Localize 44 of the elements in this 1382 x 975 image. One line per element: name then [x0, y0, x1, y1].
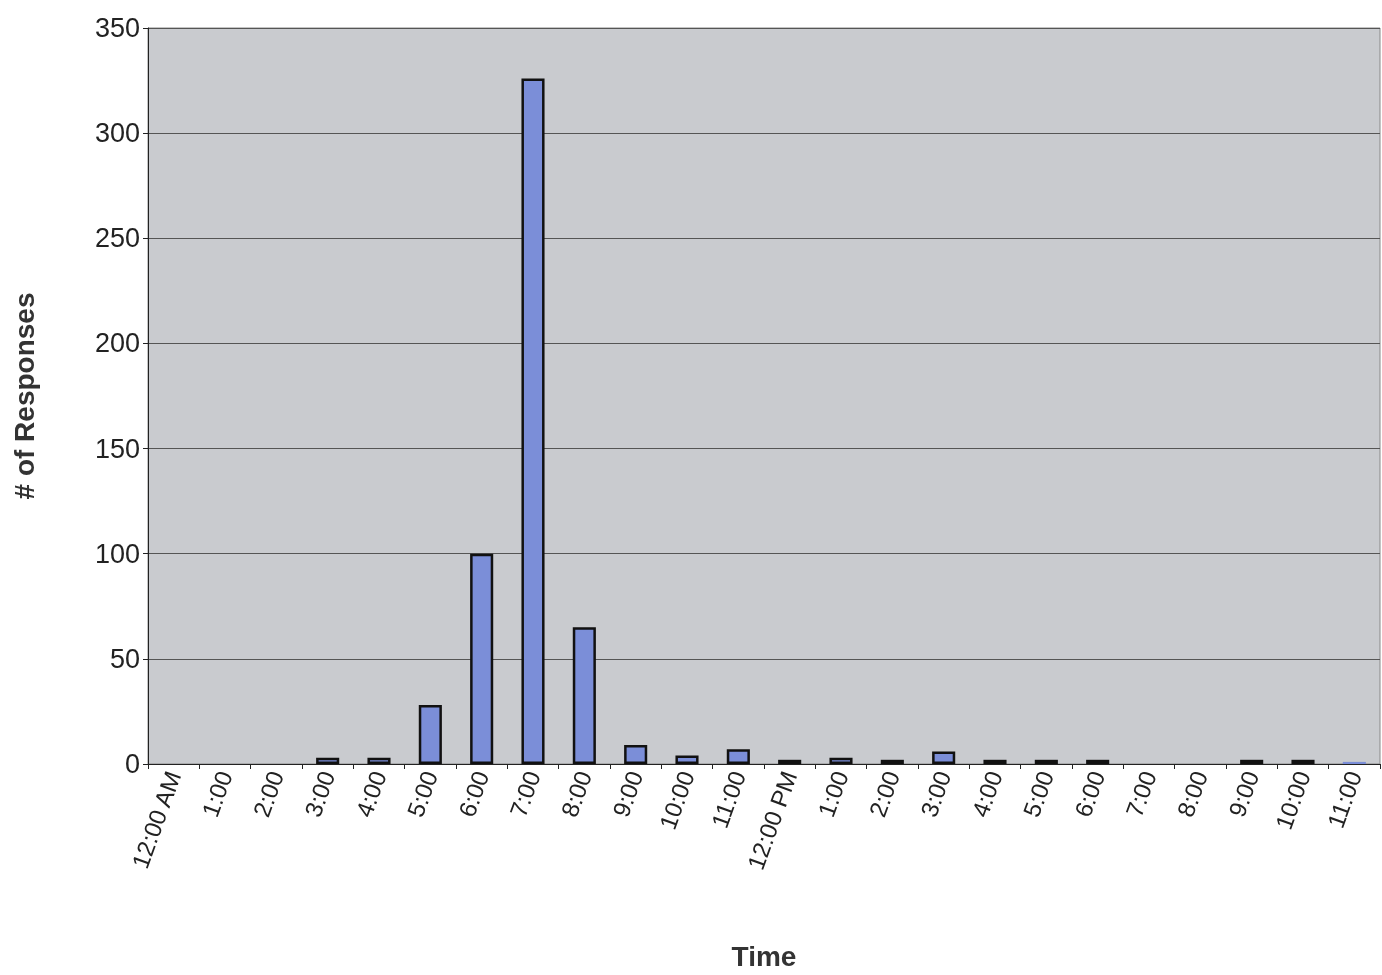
x-tick-label: 9:00	[1223, 767, 1265, 821]
x-tick-label: 9:00	[607, 767, 649, 821]
bar	[367, 757, 391, 764]
y-tick-label: 300	[94, 118, 140, 149]
x-tick-label: 1:00	[196, 767, 238, 821]
x-tick-label: 8:00	[555, 767, 598, 821]
y-tick-label: 350	[94, 13, 140, 43]
x-tick-label: 4:00	[350, 767, 392, 821]
x-tick-label: 3:00	[299, 767, 341, 821]
y-tick-label: 0	[124, 749, 140, 779]
x-tick-label: 7:00	[504, 767, 546, 821]
y-tick-label: 150	[94, 433, 140, 464]
bar	[932, 751, 956, 764]
x-tick-label: 10:00	[653, 767, 700, 834]
x-tick-label: 11:00	[705, 767, 752, 832]
bar	[624, 745, 648, 764]
x-tick-label: 2:00	[863, 767, 906, 821]
y-tick-label: 100	[94, 538, 140, 569]
x-tick-label: 11:00	[1321, 767, 1368, 832]
bar	[470, 553, 494, 764]
x-tick-label: 1:00	[812, 767, 854, 821]
y-axis-title: # of Responses	[8, 292, 40, 500]
x-tick-label: 5:00	[401, 767, 444, 821]
x-tick-label: 10:00	[1269, 767, 1316, 834]
x-tick-label: 6:00	[1069, 767, 1111, 821]
bar	[829, 757, 853, 764]
y-tick-label: 200	[94, 328, 140, 359]
bar	[572, 627, 596, 764]
bar	[726, 749, 750, 764]
x-tick-label: 4:00	[966, 767, 1008, 821]
bar	[521, 78, 545, 764]
y-tick-label: 250	[94, 223, 140, 254]
x-axis-title: Time	[731, 940, 797, 972]
x-tick-label: 6:00	[453, 767, 495, 821]
x-tick-label: 3:00	[915, 767, 957, 821]
x-tick-label: 5:00	[1017, 767, 1060, 821]
y-tick-label: 50	[109, 643, 140, 674]
bar	[418, 705, 442, 764]
x-tick-label: 2:00	[247, 767, 290, 821]
bar	[1342, 761, 1366, 764]
bar	[316, 757, 340, 764]
bar	[675, 755, 699, 764]
x-tick-label: 7:00	[1120, 767, 1162, 821]
x-tick-label: 8:00	[1171, 767, 1214, 821]
